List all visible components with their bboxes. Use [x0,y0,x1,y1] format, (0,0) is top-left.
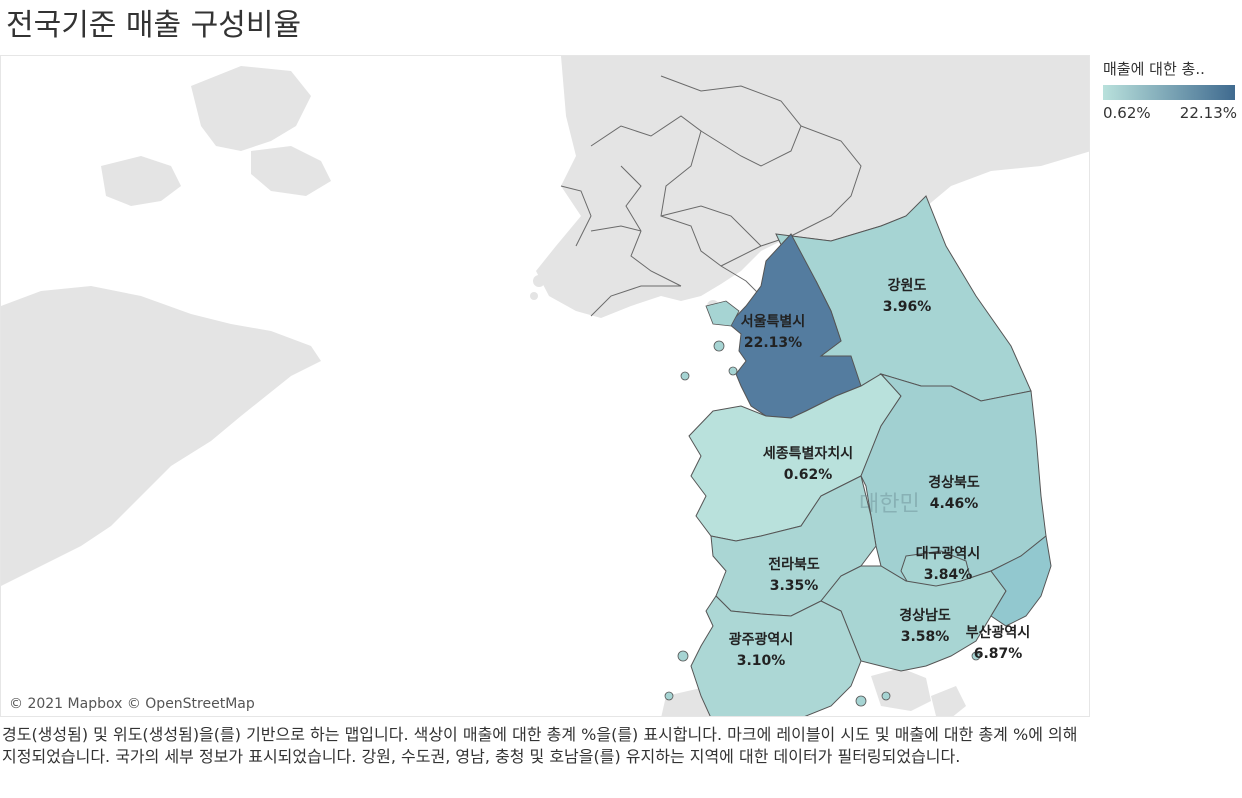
label-gyeongnam-value: 3.58% [900,629,950,645]
label-jeonbuk-value: 3.35% [769,578,819,594]
label-gwangju-value: 3.10% [736,653,786,669]
label-gyeongbuk: 경상북도 4.46% [928,473,980,515]
country-label: 대한민 [859,492,920,517]
map-view[interactable]: 대한민 서울특별시 22.13% 강원도 3.96% 세종특별자치시 0.62%… [0,55,1090,717]
label-seoul-value: 22.13% [743,335,803,351]
legend-gradient-bar [1103,85,1235,100]
map-attribution[interactable]: © 2021 Mapbox © OpenStreetMap [9,696,255,712]
label-gwangju-name: 광주광역시 [728,632,794,648]
base-land [1,56,1089,716]
legend-values: 0.62% 22.13% [1103,104,1237,122]
label-sejong: 세종특별자치시 0.62% [763,444,853,486]
page-title: 전국기준 매출 구성비율 [6,8,302,43]
label-busan-value: 6.87% [973,646,1023,662]
label-jeonbuk-name: 전라북도 [768,557,820,573]
map-caption: 경도(생성됨) 및 위도(생성됨)을(를) 기반으로 하는 맵입니다. 색상이 … [2,725,1078,766]
legend-min-label: 0.62% [1103,104,1151,122]
region-busan[interactable] [990,535,1052,627]
label-gyeongbuk-name: 경상북도 [928,475,980,491]
color-legend[interactable]: 매출에 대한 총.. 0.62% 22.13% [1103,58,1239,122]
region-seoul[interactable] [728,233,862,419]
label-gangwon: 강원도 3.96% [883,276,932,318]
label-gyeongbuk-value: 4.46% [929,496,979,512]
label-gangwon-value: 3.96% [882,299,932,315]
map-canvas[interactable] [1,56,1090,717]
label-seoul: 서울특별시 22.13% [741,312,805,354]
label-gangwon-name: 강원도 [887,278,927,294]
label-sejong-name: 세종특별자치시 [762,446,854,462]
region-gwangju[interactable] [690,595,862,717]
label-busan: 부산광역시 6.87% [966,623,1030,665]
label-daegu-value: 3.84% [923,567,973,583]
label-sejong-value: 0.62% [783,467,833,483]
label-seoul-name: 서울특별시 [740,314,806,330]
label-jeonbuk: 전라북도 3.35% [768,555,820,597]
coastal-islands [664,300,981,707]
south-korea-regions [688,195,1052,717]
label-gwangju: 광주광역시 3.10% [729,630,793,672]
label-daegu-name: 대구광역시 [915,546,981,562]
label-busan-name: 부산광역시 [965,625,1031,641]
legend-max-label: 22.13% [1179,104,1237,122]
label-daegu: 대구광역시 3.84% [916,544,980,586]
label-gyeongnam-name: 경상남도 [899,608,951,624]
label-gyeongnam: 경상남도 3.58% [899,606,951,648]
legend-title: 매출에 대한 총.. [1103,60,1205,78]
